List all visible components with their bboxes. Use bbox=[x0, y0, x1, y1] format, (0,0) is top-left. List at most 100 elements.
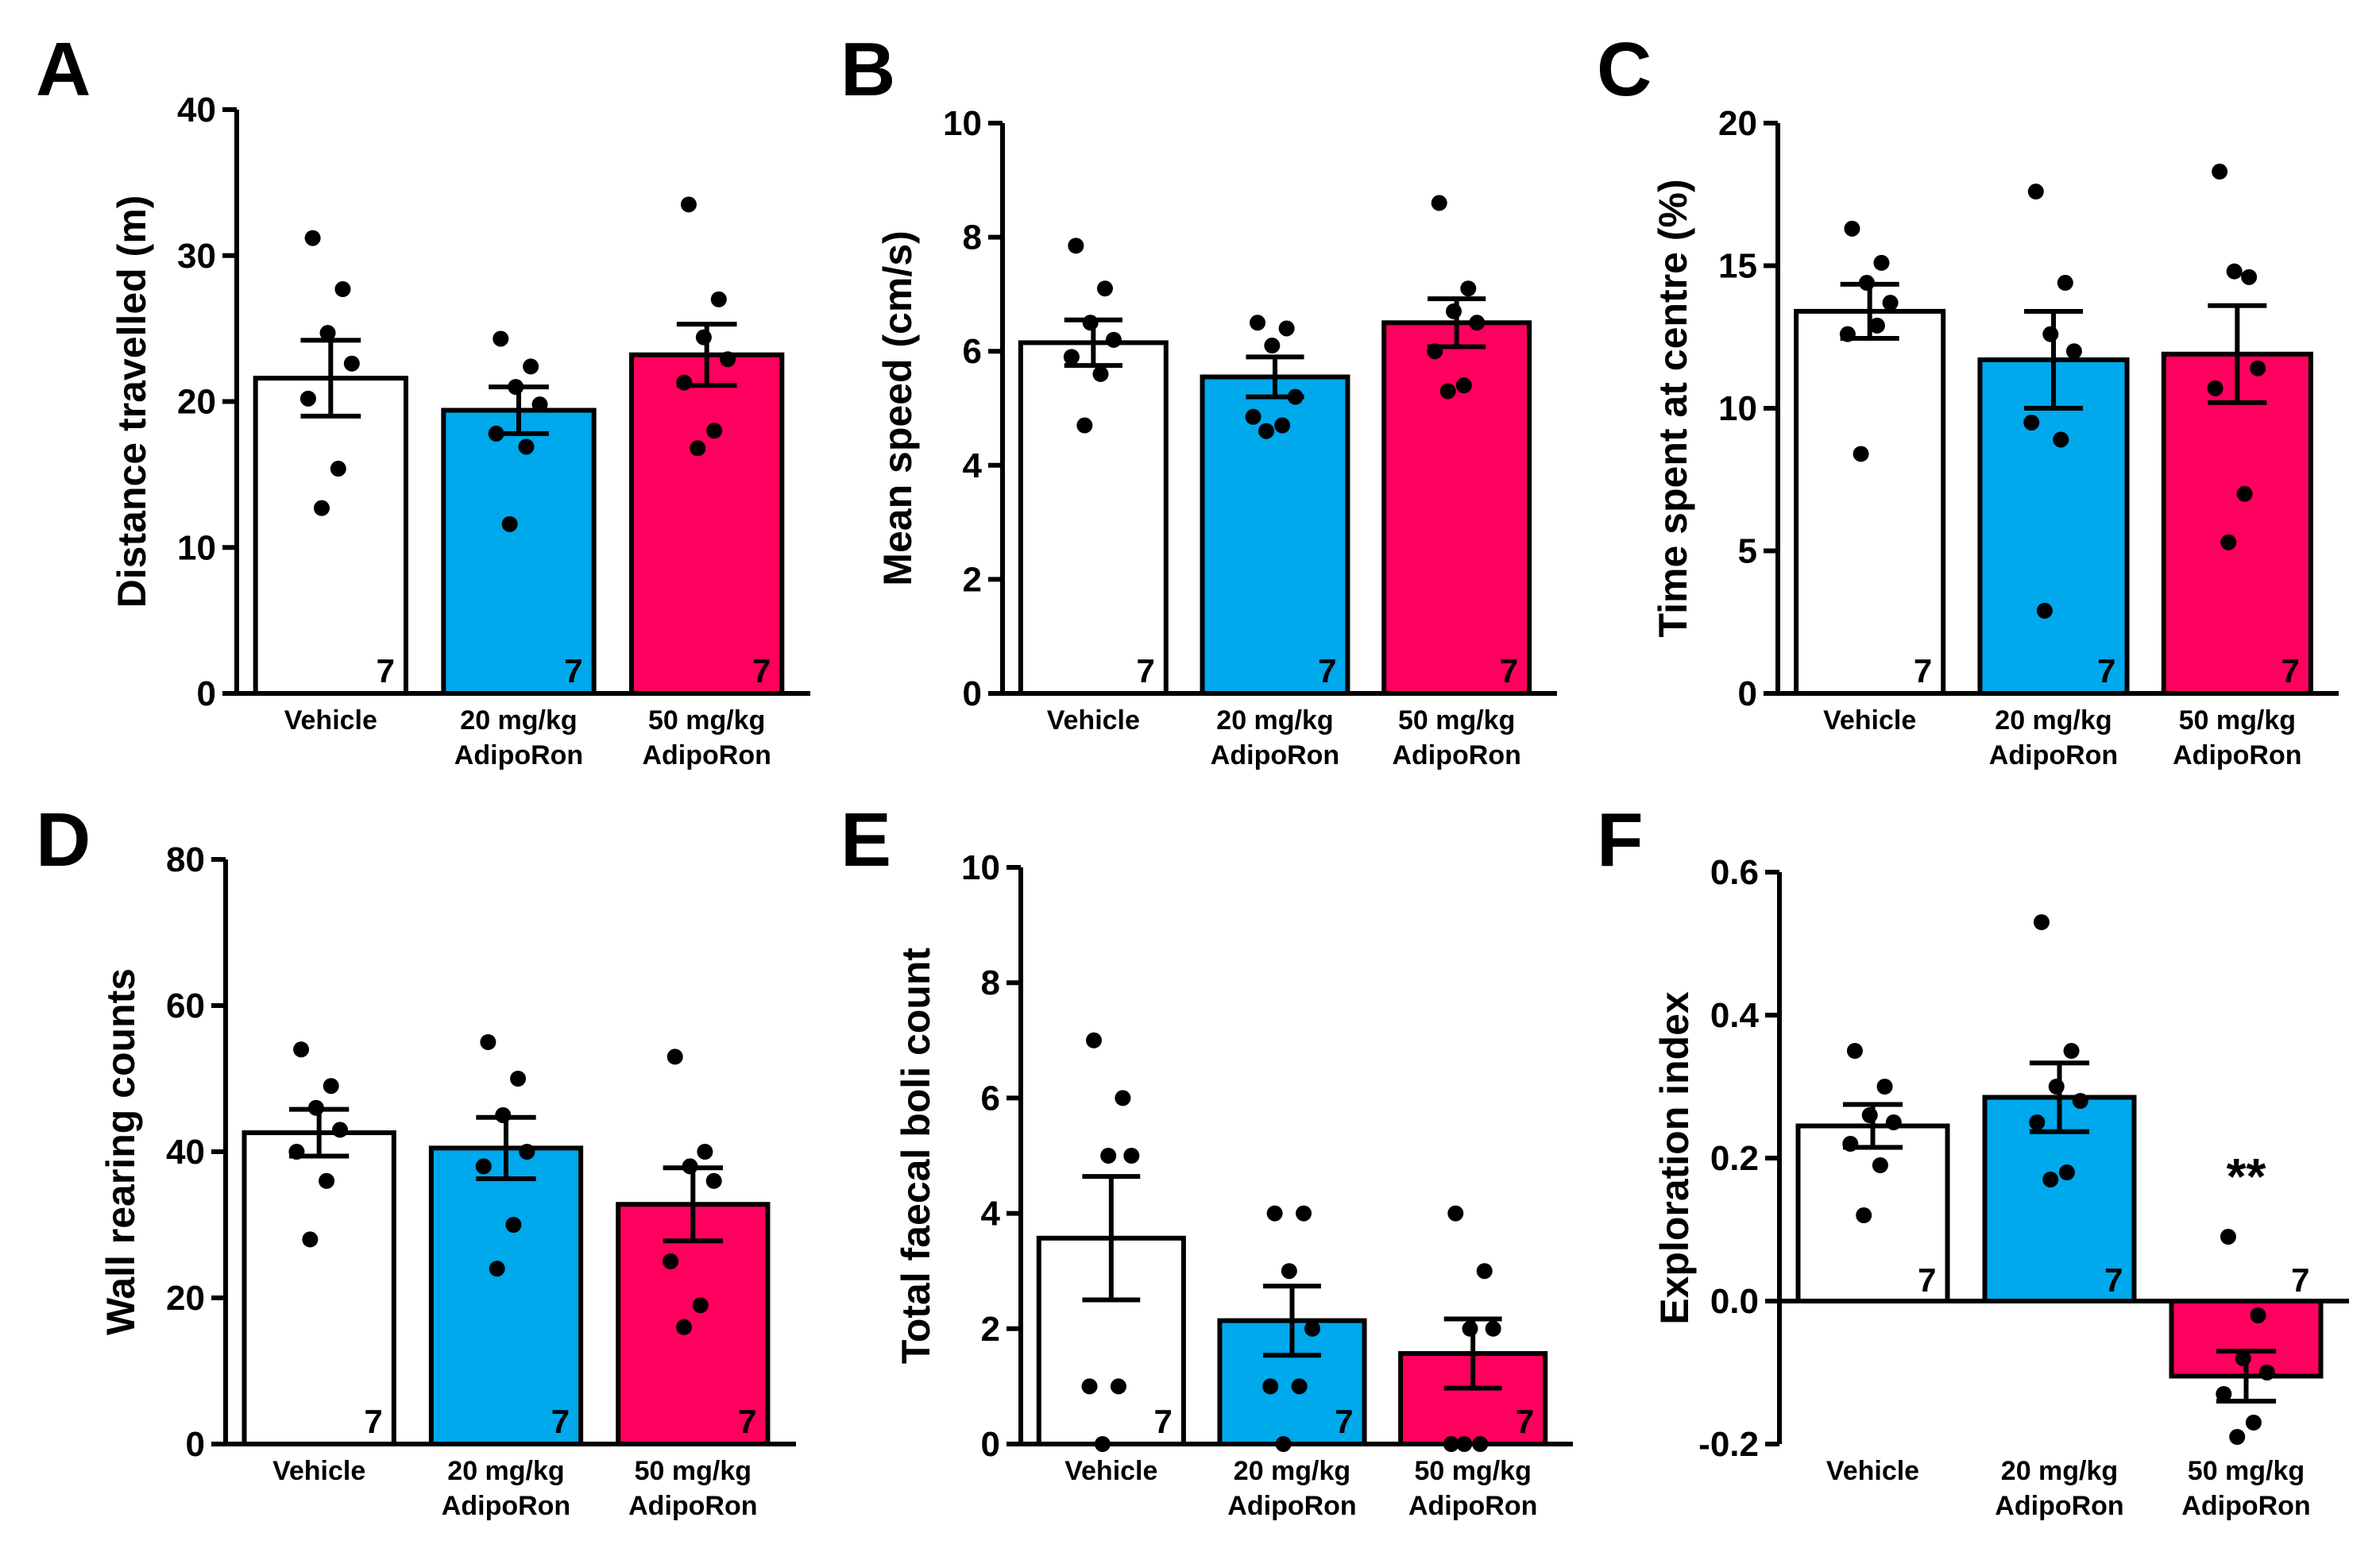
data-point bbox=[2029, 1114, 2046, 1130]
n-label: 7 bbox=[1914, 652, 1932, 689]
data-point bbox=[690, 440, 706, 457]
data-point bbox=[307, 1099, 324, 1116]
panel-c: C Time spent at centre (%) 0 5 10 15 20 7 7 7 Vehi… bbox=[1597, 27, 2339, 770]
data-point bbox=[1485, 1320, 1501, 1337]
y-tick-label: 10 bbox=[943, 104, 982, 143]
data-point bbox=[1856, 1207, 1872, 1223]
data-point bbox=[676, 374, 693, 391]
data-point bbox=[1469, 315, 1486, 331]
data-point bbox=[666, 1048, 683, 1065]
data-point bbox=[508, 379, 524, 396]
data-point bbox=[1100, 1148, 1117, 1164]
data-point bbox=[1264, 338, 1281, 354]
panel-letter: B bbox=[840, 27, 895, 112]
data-point bbox=[2042, 1172, 2059, 1187]
data-point bbox=[2235, 1350, 2251, 1366]
data-point bbox=[518, 438, 535, 455]
n-label: 7 bbox=[2097, 652, 2115, 689]
y-tick-label: 4 bbox=[963, 446, 983, 485]
panel-b: B Mean speed (cm/s) 0 2 4 6 8 10 7 7 7 Vehicle 20 mg… bbox=[840, 27, 1557, 770]
y-axis-label: Exploration index bbox=[1652, 991, 1697, 1325]
data-point bbox=[319, 1172, 335, 1189]
category-label: AdipoRon bbox=[1211, 740, 1339, 770]
y-tick-label: 6 bbox=[963, 332, 982, 371]
n-label: 7 bbox=[1335, 1403, 1353, 1440]
y-tick-label: 40 bbox=[177, 91, 216, 129]
data-point bbox=[2036, 602, 2053, 619]
y-tick-label: 6 bbox=[981, 1079, 1000, 1118]
data-point bbox=[1472, 1436, 1489, 1452]
data-point bbox=[2048, 1079, 2065, 1095]
category-label: AdipoRon bbox=[1408, 1491, 1537, 1521]
category-label: Vehicle bbox=[272, 1456, 365, 1486]
data-point bbox=[323, 1078, 339, 1095]
y-tick-label: 0 bbox=[186, 1425, 205, 1464]
bar bbox=[441, 407, 597, 697]
data-point bbox=[1868, 317, 1885, 334]
data-point bbox=[501, 515, 518, 532]
data-point bbox=[1085, 1032, 1102, 1048]
data-point bbox=[1250, 315, 1266, 331]
category-label: AdipoRon bbox=[1227, 1491, 1356, 1521]
data-point bbox=[1876, 1079, 1893, 1095]
data-point bbox=[1094, 1436, 1111, 1452]
category-label: 50 mg/kg bbox=[635, 1456, 751, 1486]
y-tick-label: 4 bbox=[981, 1195, 1001, 1234]
bar bbox=[241, 1130, 396, 1446]
bar bbox=[1018, 340, 1169, 696]
data-point bbox=[1439, 383, 1456, 400]
y-tick-label: 20 bbox=[1718, 104, 1757, 143]
y-axis-label: Wall rearing counts bbox=[99, 968, 143, 1335]
y-tick-label: 0.2 bbox=[1710, 1139, 1759, 1178]
data-point bbox=[1082, 315, 1099, 331]
category-label: Vehicle bbox=[284, 705, 377, 736]
data-point bbox=[1443, 1436, 1459, 1452]
data-point bbox=[2072, 1093, 2088, 1109]
data-point bbox=[1281, 1263, 1297, 1280]
y-axis-label: Distance travelled (m) bbox=[110, 195, 154, 608]
data-point bbox=[697, 1144, 713, 1160]
data-point bbox=[2023, 414, 2040, 431]
data-point bbox=[489, 1261, 505, 1277]
category-label: AdipoRon bbox=[442, 1491, 570, 1521]
data-point bbox=[663, 1253, 679, 1269]
n-label: 7 bbox=[1516, 1403, 1534, 1440]
data-point bbox=[1063, 349, 1080, 365]
bar bbox=[253, 376, 408, 696]
data-point bbox=[1447, 1205, 1464, 1222]
panel-f: F Exploration index -0.2 0.0 0.2 0.4 0.6 7 7 7 ** V… bbox=[1597, 797, 2349, 1521]
n-label: 7 bbox=[551, 1403, 570, 1440]
y-tick-label: 0.4 bbox=[1710, 996, 1760, 1035]
panel-letter: D bbox=[36, 797, 91, 882]
data-point bbox=[1427, 343, 1443, 360]
category-label: 20 mg/kg bbox=[2001, 1456, 2118, 1486]
category-label: AdipoRon bbox=[628, 1491, 757, 1521]
data-point bbox=[1853, 446, 1869, 462]
y-axis-label: Time spent at centre (%) bbox=[1651, 179, 1695, 637]
y-tick-label: 2 bbox=[981, 1310, 1000, 1349]
data-point bbox=[313, 500, 330, 516]
panel-d: D Wall rearing counts 0 20 40 60 80 7 7 7 Vehicle 2… bbox=[36, 797, 796, 1521]
data-point bbox=[1076, 417, 1093, 434]
data-point bbox=[1304, 1320, 1320, 1337]
y-tick-label: 40 bbox=[166, 1133, 205, 1172]
data-point bbox=[2220, 534, 2237, 550]
data-point bbox=[299, 390, 316, 407]
category-label: AdipoRon bbox=[1995, 1491, 2123, 1521]
data-point bbox=[2042, 326, 2059, 342]
data-point bbox=[1274, 417, 1291, 434]
data-point bbox=[293, 1041, 310, 1058]
n-label: 7 bbox=[1136, 652, 1154, 689]
category-label: AdipoRon bbox=[1392, 740, 1520, 770]
data-point bbox=[1245, 408, 1261, 425]
data-point bbox=[2058, 1164, 2075, 1180]
data-point bbox=[720, 351, 736, 368]
panel-letter: E bbox=[840, 797, 891, 882]
data-point bbox=[1846, 1043, 1863, 1059]
data-point bbox=[695, 329, 712, 346]
data-point bbox=[1081, 1378, 1098, 1395]
data-point bbox=[332, 1122, 349, 1138]
data-point bbox=[1455, 377, 1472, 394]
bar bbox=[1200, 374, 1350, 696]
